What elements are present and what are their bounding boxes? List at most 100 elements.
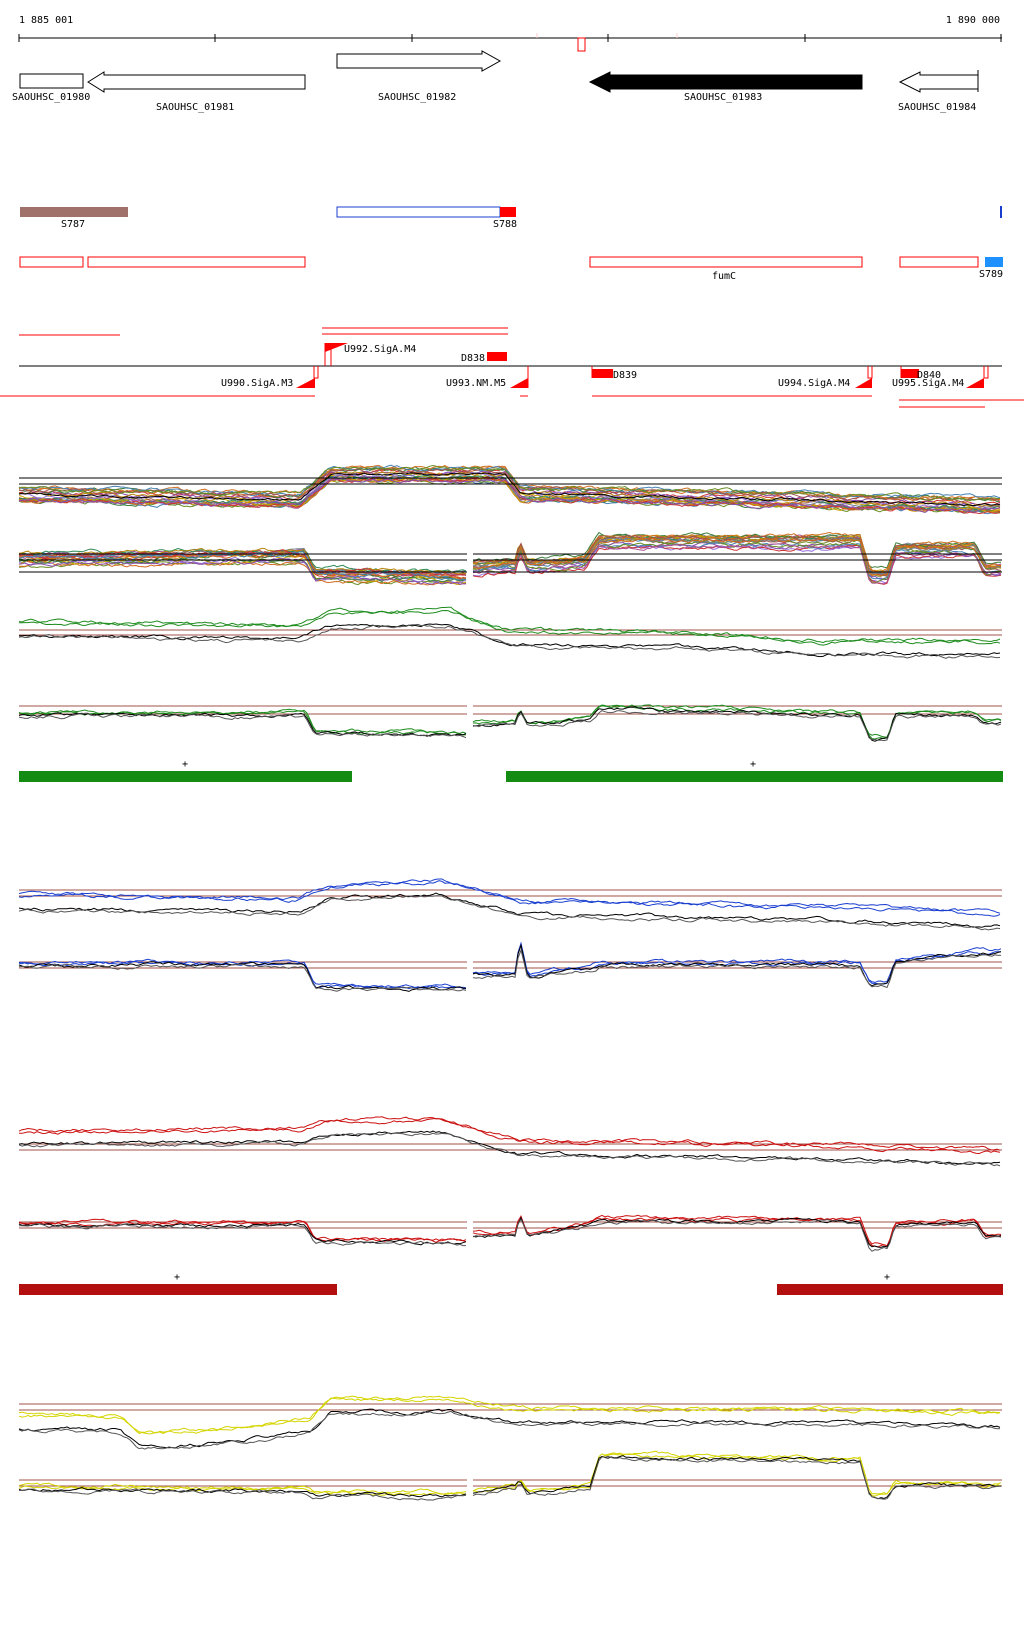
segment-bar[interactable] [19,1284,337,1295]
gene-label: SAOUHSC_01980 [12,92,90,103]
profile-line [18,467,1001,503]
feature-label: S788 [493,219,517,230]
profile-line [18,1132,1001,1167]
annotation-track: fumC [19,256,979,282]
feature-s787[interactable] [20,207,128,217]
green-segment-track: + + [19,759,1003,782]
profile-line [18,963,467,992]
annotation-label-fumc: fumC [712,271,736,282]
promoter-label-d838: D838 [461,353,485,364]
profile-line [19,609,1001,646]
profile-line [472,706,1002,742]
profile-line [472,1453,1002,1497]
profile-line [472,705,1002,740]
segment-bar[interactable] [506,771,1003,782]
expression-track-green-minus [18,704,1002,742]
red-segment-track: + + [19,1272,1003,1295]
profile-line [18,557,467,585]
profile-line [18,712,467,737]
profile-line [18,1116,1001,1151]
profile-line [472,538,1002,577]
profile-line [472,1218,1002,1252]
expression-track-yellow-plus [18,1395,1002,1450]
gene-label: SAOUHSC_01981 [156,102,234,113]
feature-s788[interactable] [500,207,516,217]
segment-strand-label: + [182,759,188,770]
profile-line [472,1214,1002,1247]
profile-line [18,961,466,992]
feature-label: S789 [979,269,1003,280]
gene-label: SAOUHSC_01984 [898,102,976,113]
gene-saouhsc-01981[interactable]: SAOUHSC_01981 [87,71,306,113]
profile-line [18,708,467,735]
gene-saouhsc-01980[interactable]: SAOUHSC_01980 [12,73,90,103]
profile-line [18,547,467,575]
gene-saouhsc-01982[interactable]: SAOUHSC_01982 [336,50,502,103]
promoter-label-d840: D840 [917,370,941,381]
expression-track-multi-minus [18,531,1002,586]
profile-line [472,1450,1002,1495]
gene-label: SAOUHSC_01983 [684,92,762,103]
promoter-label-u994: U994.SigA.M4 [778,378,850,389]
promoter-label-u993: U993.NM.M5 [446,378,506,389]
profile-line [18,1488,467,1501]
profile-line [18,960,467,990]
segment-bar[interactable] [19,771,352,782]
profile-line [19,561,467,586]
profile-line [472,943,1002,985]
s-feature-track: S787 S788 S789 [20,206,1003,280]
profile-line [18,623,1001,659]
segment-strand-label: + [174,1272,180,1283]
profile-line [472,1455,1002,1500]
feature-s788-extent[interactable] [336,206,501,218]
profile-line [18,895,1001,931]
profile-line [18,1397,1001,1434]
coordinate-ruler: 1 885 001 1 890 000 [18,15,1002,52]
profile-line [472,542,1002,585]
promoter-label-u992: U992.SigA.M4 [344,344,416,355]
profile-line [18,623,1001,658]
promoter-label-u995: U995.SigA.M4 [892,378,964,389]
profile-line [18,1218,467,1243]
segment-strand-label: + [750,759,756,770]
profile-line [18,1395,1001,1435]
gene-saouhsc-01983[interactable]: SAOUHSC_01983 [588,71,863,103]
profile-line [18,550,467,581]
profile-line [18,1117,1001,1155]
profile-line [18,892,1001,928]
gene-track: SAOUHSC_01980 SAOUHSC_01981 SAOUHSC_0198… [12,50,979,113]
end-coordinate: 1 890 000 [946,15,1000,26]
profile-line [472,1455,1002,1500]
profile-line [18,552,467,580]
expression-track-red-plus [18,1116,1002,1167]
profile-line [472,1216,1002,1248]
profile-line [18,958,467,989]
profile-line [18,1486,467,1498]
profile-line [18,878,1001,914]
profile-line [472,948,1002,989]
profile-line [18,472,1001,507]
segment-bar[interactable] [777,1284,1003,1295]
profile-line [472,710,1002,742]
profile-line [18,1222,466,1247]
feature-label: S787 [61,219,85,230]
profile-line [18,1222,467,1246]
profile-line [18,1410,1001,1450]
profile-line [18,1482,467,1495]
profile-line [18,1485,467,1496]
feature-s789[interactable] [985,257,1003,267]
expression-track-red-minus [18,1214,1002,1252]
expression-track-green-plus [18,606,1002,659]
profile-line [18,710,467,736]
profile-line [18,464,1000,502]
segment-strand-label: + [884,1272,890,1283]
expression-track-multi-plus [18,464,1002,515]
expression-track-blue-plus [18,878,1002,931]
profile-line [18,1408,1001,1449]
profile-line [18,712,467,739]
promoter-label-d839: D839 [613,370,637,381]
gene-saouhsc-01984[interactable]: SAOUHSC_01984 [898,70,979,113]
promoter-label-u990: U990.SigA.M3 [221,378,293,389]
start-coordinate: 1 885 001 [19,15,73,26]
profile-line [18,880,1001,917]
